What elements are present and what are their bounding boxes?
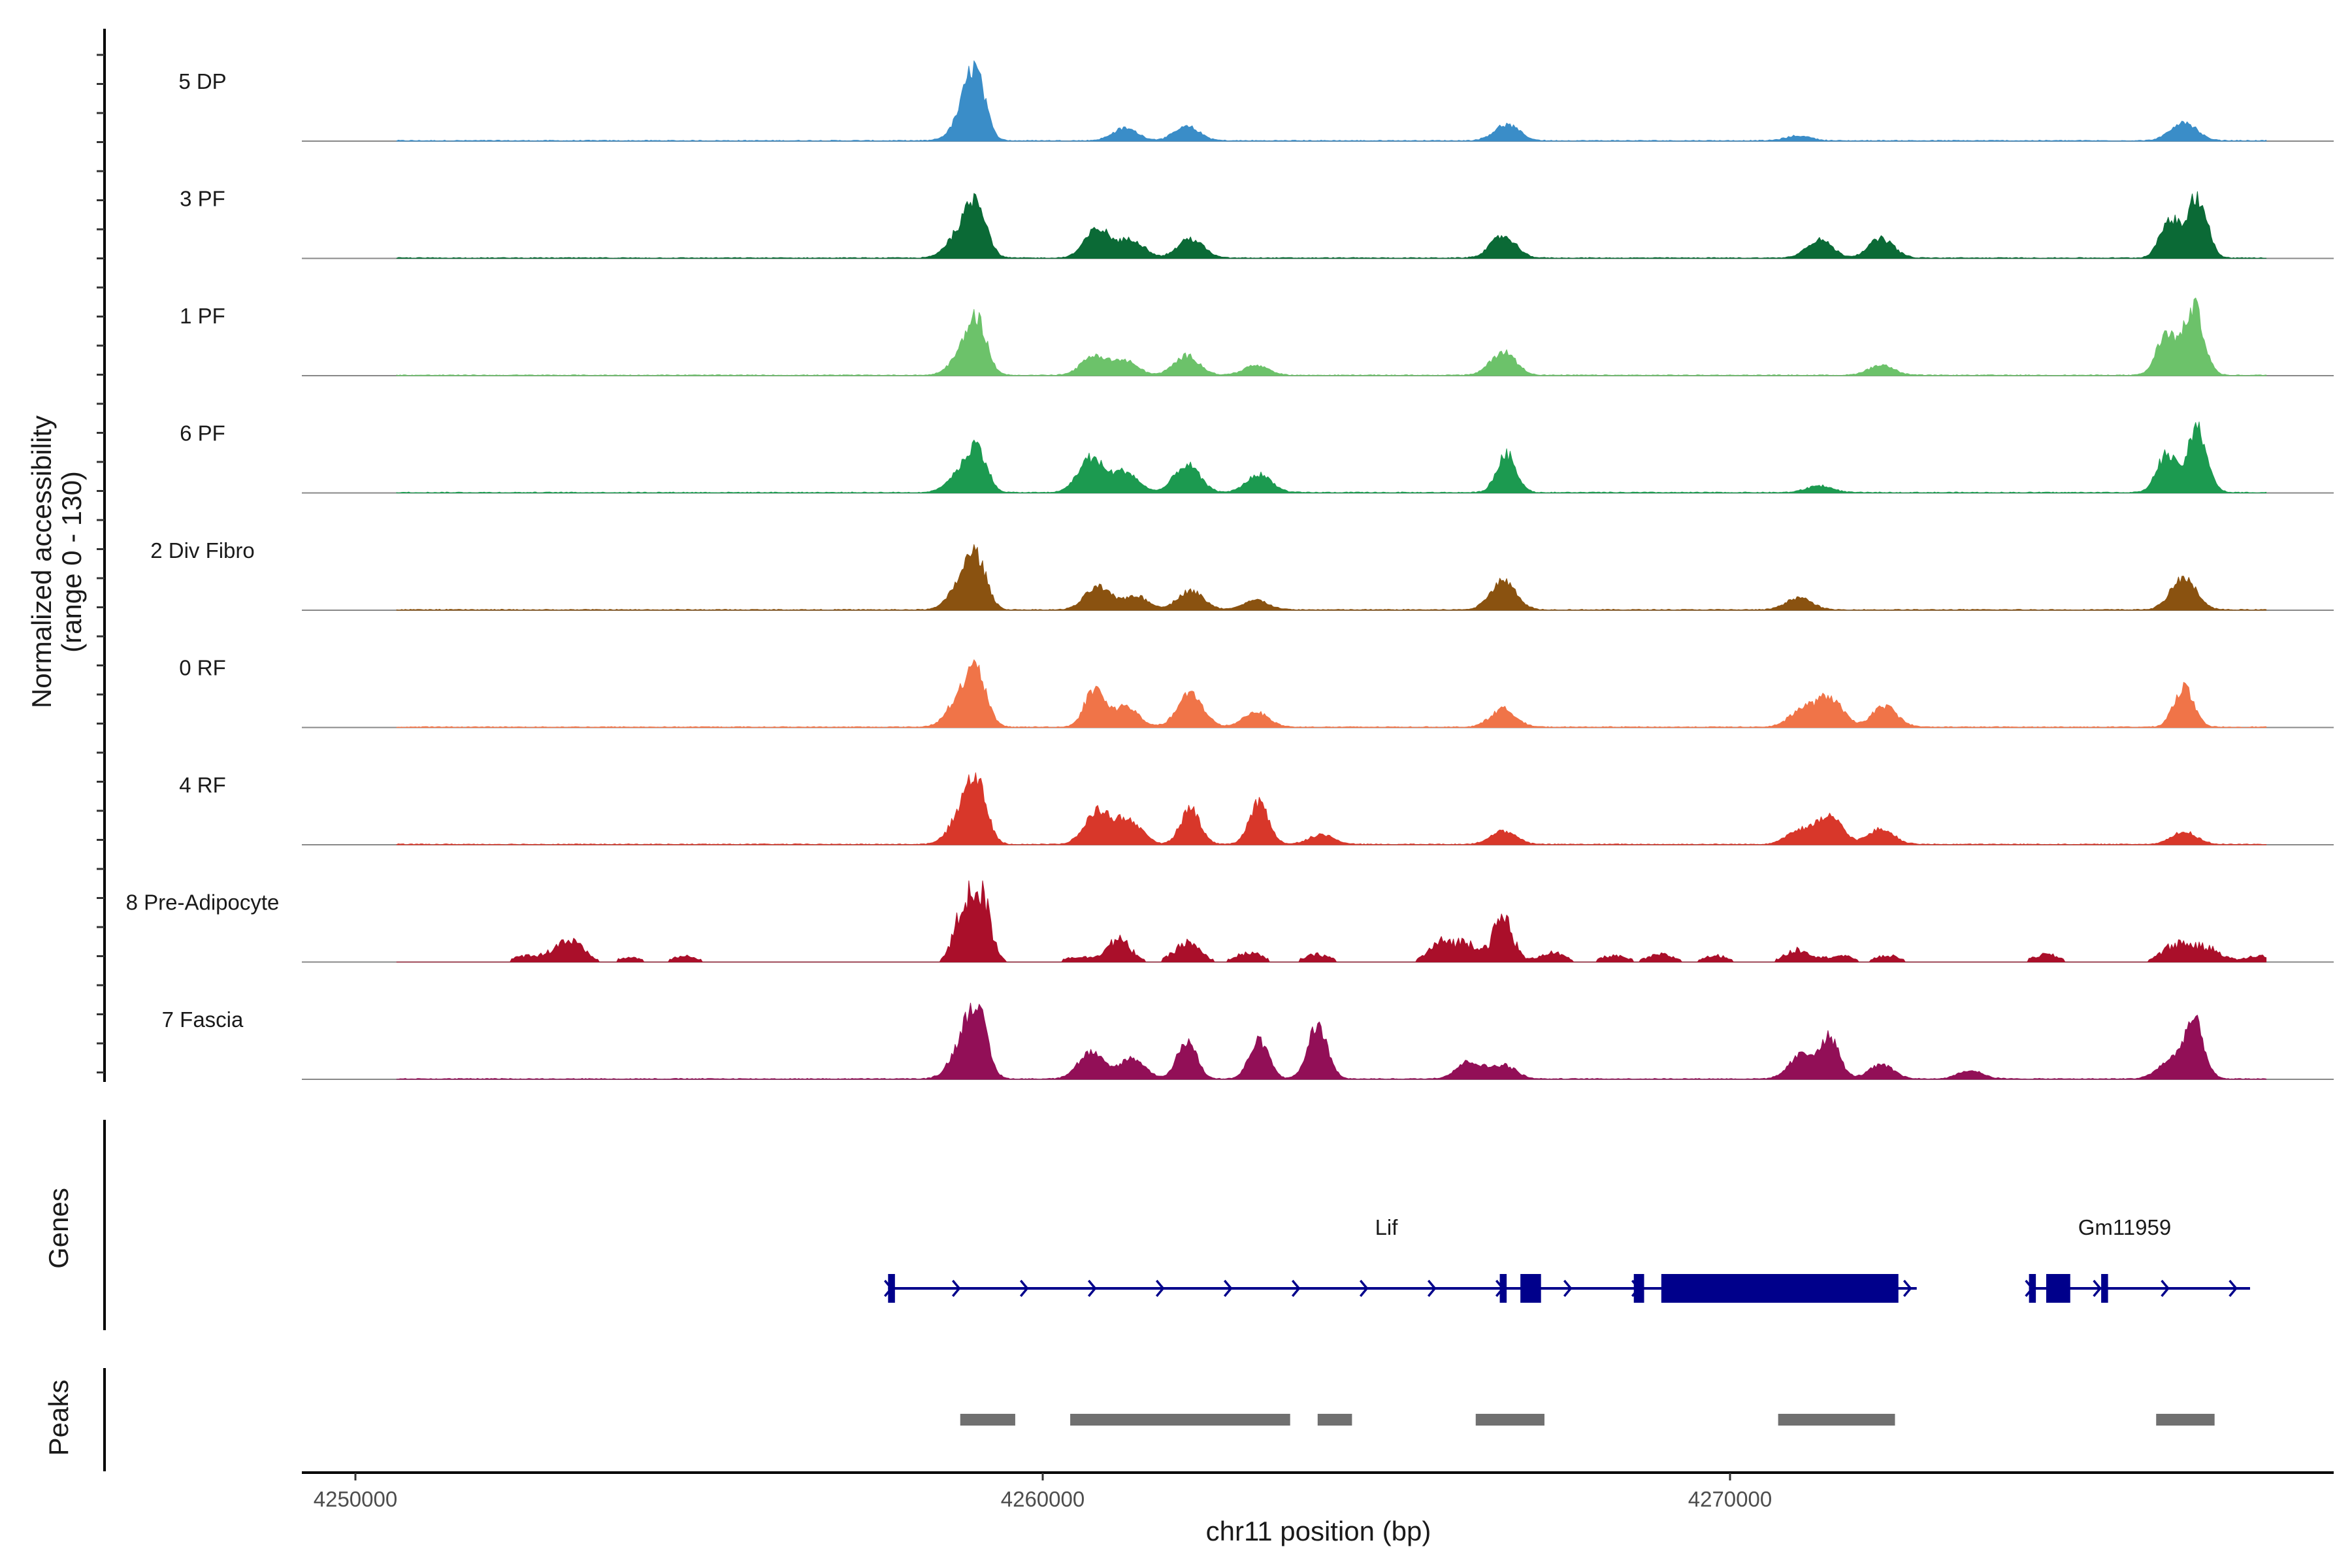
track-coverage-area	[396, 421, 2267, 493]
x-axis-title: chr11 position (bp)	[1206, 1516, 1431, 1546]
track-coverage-area	[396, 297, 2267, 376]
track-coverage-area	[396, 772, 2267, 845]
track-label: 5 DP	[178, 69, 226, 93]
track-1-pf: 1 PF	[180, 297, 2334, 376]
peak-region	[1070, 1414, 1290, 1426]
track-label: 4 RF	[179, 773, 226, 797]
gene-exon	[2101, 1274, 2108, 1303]
strand-arrow	[1087, 1279, 1097, 1298]
gene-exon	[2029, 1274, 2036, 1303]
track-4-rf: 4 RF	[179, 772, 2334, 845]
coverage-y-axis-title-line2: (range 0 - 130)	[56, 471, 87, 653]
strand-arrow	[1223, 1279, 1233, 1298]
peak-region	[960, 1414, 1015, 1426]
track-label: 0 RF	[179, 656, 226, 680]
peaks-panel	[103, 1368, 2215, 1471]
gene-label: Gm11959	[2078, 1215, 2171, 1239]
gene-exon	[1499, 1274, 1507, 1303]
track-label: 3 PF	[180, 187, 225, 211]
peak-region	[2156, 1414, 2215, 1426]
track-coverage-area	[396, 1002, 2267, 1080]
strand-arrow	[2229, 1279, 2238, 1298]
track-coverage-area	[396, 659, 2267, 728]
track-coverage-area	[396, 544, 2267, 611]
strand-arrow	[1359, 1279, 1369, 1298]
peaks-panel-title: Peaks	[43, 1380, 74, 1456]
track-5-dp: 5 DP	[178, 60, 2334, 142]
genes-panel-title: Genes	[43, 1188, 74, 1269]
track-label: 8 Pre-Adipocyte	[126, 890, 280, 915]
genes-panel: Lif Gm11959	[103, 1120, 2250, 1330]
coverage-panel-axis	[97, 29, 106, 1082]
gene-exon	[2046, 1274, 2070, 1303]
track-label: 7 Fascia	[162, 1007, 244, 1032]
gene-exon	[1520, 1274, 1541, 1303]
track-8-pre-adipocyte: 8 Pre-Adipocyte	[126, 880, 2334, 963]
track-label: 6 PF	[180, 421, 225, 446]
x-axis-tick-label: 4270000	[1688, 1487, 1772, 1511]
strand-arrow	[1427, 1279, 1437, 1298]
track-2-div-fibro: 2 Div Fibro	[150, 538, 2334, 611]
strand-arrow	[2093, 1279, 2102, 1298]
strand-arrow	[2161, 1279, 2170, 1298]
track-label: 1 PF	[180, 304, 225, 328]
track-7-fascia: 7 Fascia	[162, 1002, 2334, 1080]
gene-label: Lif	[1375, 1215, 1399, 1239]
coverage-y-axis-title-line1: Normalized accessibility	[26, 416, 57, 708]
gene-exon	[888, 1274, 895, 1303]
strand-arrow	[1563, 1279, 1573, 1298]
track-coverage-area	[396, 880, 2267, 962]
gene-exon	[1661, 1274, 1899, 1303]
track-0-rf: 0 RF	[179, 656, 2334, 728]
track-3-pf: 3 PF	[180, 187, 2334, 259]
track-6-pf: 6 PF	[180, 421, 2334, 494]
gene-exon	[1633, 1274, 1644, 1303]
strand-arrow	[1903, 1279, 1912, 1298]
strand-arrow	[1291, 1279, 1301, 1298]
x-axis-tick-label: 4260000	[1001, 1487, 1085, 1511]
peak-region	[1317, 1414, 1352, 1426]
strand-arrow	[1155, 1279, 1165, 1298]
strand-arrow	[951, 1279, 961, 1298]
gene-gm11959: Gm11959	[2025, 1215, 2250, 1303]
track-coverage-area	[396, 60, 2267, 142]
gene-lif: Lif	[883, 1215, 1917, 1303]
strand-arrow	[1019, 1279, 1029, 1298]
coverage-tracks: 5 DP 3 PF 1 PF 6 PF 2 Div Fibro 0 RF 4 RF 8 Pre…	[126, 60, 2334, 1080]
peak-region	[1475, 1414, 1544, 1426]
x-axis-tick-label: 4250000	[314, 1487, 397, 1511]
track-label: 2 Div Fibro	[150, 538, 255, 563]
peak-region	[1778, 1414, 1895, 1426]
x-axis: 4250000 4260000 4270000	[302, 1471, 2334, 1511]
track-coverage-area	[396, 191, 2267, 259]
